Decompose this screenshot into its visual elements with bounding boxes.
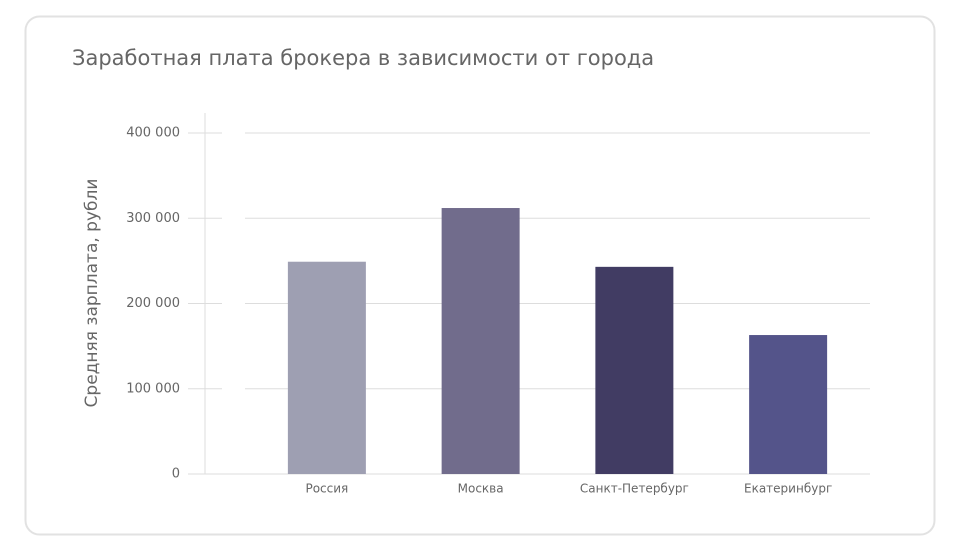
bar [287, 261, 366, 474]
bar [595, 266, 674, 474]
y-axis-label: Средняя зарплата, рубли [82, 179, 102, 408]
x-tick-label: Москва [458, 482, 504, 496]
x-tick-label: Екатеринбург [744, 482, 832, 496]
y-tick-label: 300 000 [126, 211, 180, 226]
y-tick-label: 0 [172, 467, 180, 482]
bar [441, 208, 520, 474]
y-tick-label: 400 000 [126, 126, 180, 141]
x-tick-label: Россия [305, 482, 348, 496]
x-tick-label: Санкт-Петербург [580, 482, 689, 496]
chart-title: Заработная плата брокера в зависимости о… [72, 46, 654, 70]
y-tick-label: 100 000 [126, 381, 180, 396]
y-tick-label: 200 000 [126, 296, 180, 311]
bar [749, 335, 828, 474]
